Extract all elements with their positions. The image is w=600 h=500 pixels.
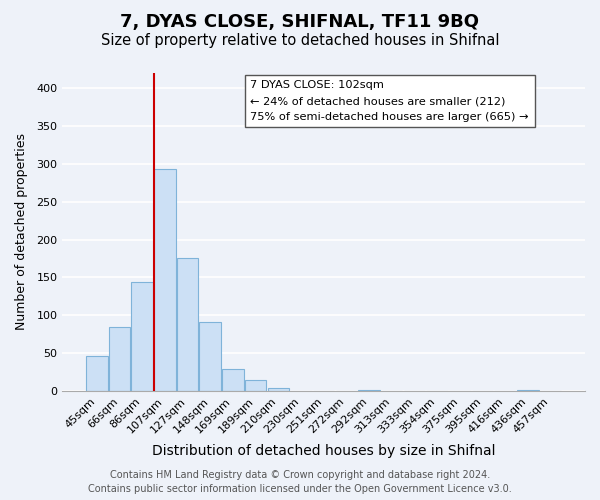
- Bar: [86, 356, 107, 392]
- Y-axis label: Number of detached properties: Number of detached properties: [15, 134, 28, 330]
- Text: 7, DYAS CLOSE, SHIFNAL, TF11 9BQ: 7, DYAS CLOSE, SHIFNAL, TF11 9BQ: [121, 12, 479, 30]
- Text: 7 DYAS CLOSE: 102sqm
← 24% of detached houses are smaller (212)
75% of semi-deta: 7 DYAS CLOSE: 102sqm ← 24% of detached h…: [250, 80, 529, 122]
- Bar: [131, 282, 153, 392]
- X-axis label: Distribution of detached houses by size in Shifnal: Distribution of detached houses by size …: [152, 444, 496, 458]
- Bar: [109, 327, 130, 392]
- Bar: [222, 368, 244, 392]
- Text: Size of property relative to detached houses in Shifnal: Size of property relative to detached ho…: [101, 32, 499, 48]
- Bar: [154, 169, 176, 392]
- Bar: [199, 322, 221, 392]
- Text: Contains HM Land Registry data © Crown copyright and database right 2024.
Contai: Contains HM Land Registry data © Crown c…: [88, 470, 512, 494]
- Bar: [517, 390, 539, 392]
- Bar: [245, 380, 266, 392]
- Bar: [177, 258, 199, 392]
- Bar: [268, 388, 289, 392]
- Bar: [358, 390, 380, 392]
